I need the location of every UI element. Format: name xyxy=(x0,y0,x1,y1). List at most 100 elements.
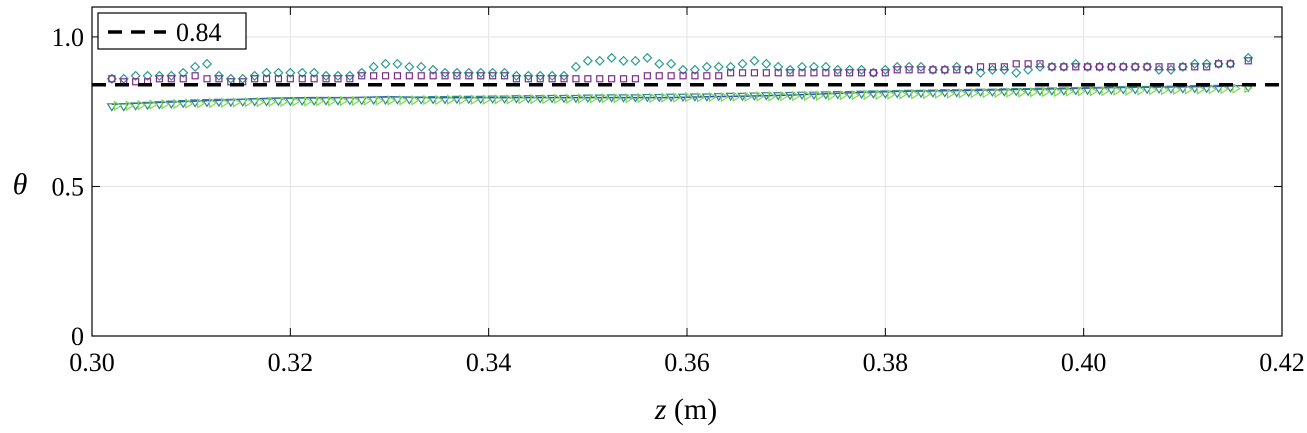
diamond-marker xyxy=(511,70,522,81)
square-marker xyxy=(798,69,806,77)
diamond-marker xyxy=(606,52,617,63)
triangle-right-marker xyxy=(113,100,123,111)
diamond-marker xyxy=(654,58,665,69)
triangle-right-marker xyxy=(244,96,254,108)
square-marker xyxy=(1131,63,1139,71)
square-marker xyxy=(1000,63,1008,71)
legend: 0.84 xyxy=(97,12,247,50)
square-marker xyxy=(417,72,425,80)
triangle-right-marker xyxy=(589,93,599,104)
triangle-right-marker xyxy=(1101,85,1110,97)
triangle-right-marker xyxy=(827,90,837,101)
diamond-marker xyxy=(558,70,570,81)
triangle-right-marker xyxy=(720,91,730,103)
diamond-marker xyxy=(523,70,534,81)
square-marker xyxy=(405,72,413,80)
y-tick-label: 1.0 xyxy=(52,23,85,52)
square-marker xyxy=(322,75,330,83)
square-marker xyxy=(429,72,437,80)
triangle-right-marker xyxy=(197,98,206,109)
triangle-right-marker xyxy=(637,92,646,104)
triangle-right-marker xyxy=(923,88,932,100)
square-marker xyxy=(988,63,997,71)
y-tick-label: 0 xyxy=(71,322,84,351)
square-marker xyxy=(1244,57,1252,65)
square-marker xyxy=(1107,63,1116,71)
triangle-right-marker xyxy=(125,100,135,111)
triangle-right-marker xyxy=(470,94,480,106)
square-marker xyxy=(393,72,402,80)
square-marker xyxy=(1143,63,1151,71)
legend-entry-label: 0.84 xyxy=(176,18,222,47)
square-marker xyxy=(381,72,390,80)
triangle-right-marker xyxy=(577,93,587,104)
square-marker xyxy=(703,72,711,80)
triangle-right-marker xyxy=(780,90,789,102)
triangle-right-marker xyxy=(339,95,349,107)
axis-ticks xyxy=(91,7,1283,337)
square-marker xyxy=(941,66,949,74)
triangle-right-marker xyxy=(792,90,801,102)
triangle-right-marker xyxy=(887,89,896,100)
square-marker xyxy=(108,75,116,83)
triangle-right-marker xyxy=(625,92,634,104)
square-marker xyxy=(738,69,747,77)
diamond-marker xyxy=(1189,58,1200,69)
triangle-right-marker xyxy=(482,94,492,106)
square-marker xyxy=(536,75,544,83)
square-marker xyxy=(1203,63,1211,71)
square-marker xyxy=(512,75,521,83)
triangle-right-marker xyxy=(1172,84,1182,96)
triangle-right-marker xyxy=(685,92,694,103)
triangle-right-marker xyxy=(232,97,242,108)
diamond-marker xyxy=(713,61,724,72)
diamond-marker xyxy=(1201,58,1212,69)
x-tick-label: 0.42 xyxy=(1259,348,1305,377)
triangle-right-marker xyxy=(744,91,753,103)
x-tick-label: 0.40 xyxy=(1061,348,1107,377)
square-marker xyxy=(643,72,651,80)
diamond-marker xyxy=(618,55,629,66)
triangle-right-marker xyxy=(613,92,623,104)
square-marker xyxy=(596,75,604,83)
diamond-marker xyxy=(237,73,248,84)
diamond-marker xyxy=(535,70,546,81)
square-marker xyxy=(953,66,961,74)
square-marker xyxy=(584,75,592,83)
diamond-marker xyxy=(273,67,284,78)
square-marker xyxy=(1048,63,1056,71)
square-marker xyxy=(560,75,568,83)
diamond-marker xyxy=(666,58,677,69)
diamond-marker xyxy=(594,55,605,66)
square-marker xyxy=(881,69,889,77)
triangle-right-marker xyxy=(1042,86,1051,98)
triangle-right-marker xyxy=(839,89,849,101)
x-tick-label: 0.32 xyxy=(268,348,314,377)
square-marker xyxy=(262,75,271,83)
x-axis-unit: (m) xyxy=(666,393,717,426)
square-marker xyxy=(976,63,985,71)
square-marker xyxy=(1179,63,1187,71)
triangle-right-marker xyxy=(875,89,884,101)
diamond-marker xyxy=(701,61,712,72)
triangle-right-marker xyxy=(1196,84,1206,95)
square-marker xyxy=(155,75,164,83)
diamond-marker xyxy=(309,67,320,78)
triangle-right-marker xyxy=(732,91,742,103)
triangle-right-marker xyxy=(506,94,515,105)
square-marker xyxy=(334,75,342,83)
square-marker xyxy=(1024,60,1032,68)
triangle-right-marker xyxy=(518,93,527,105)
diamond-marker xyxy=(749,55,760,66)
square-marker xyxy=(203,75,211,83)
triangle-right-marker xyxy=(173,98,182,110)
triangle-right-marker xyxy=(375,95,385,106)
square-marker xyxy=(358,72,366,80)
triangle-right-marker xyxy=(863,89,872,101)
square-marker xyxy=(465,72,473,80)
square-marker xyxy=(274,75,283,83)
diamond-marker xyxy=(904,61,915,72)
square-marker xyxy=(869,69,878,77)
square-marker xyxy=(631,75,640,83)
square-marker xyxy=(310,75,318,83)
